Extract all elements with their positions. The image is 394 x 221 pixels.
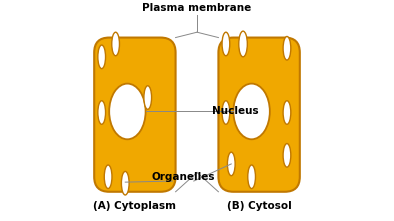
Text: (A) Cytoplasm: (A) Cytoplasm [93,201,177,211]
Ellipse shape [112,32,119,56]
Ellipse shape [283,144,291,167]
Text: (B) Cytosol: (B) Cytosol [227,201,292,211]
Ellipse shape [104,165,112,189]
Text: Nucleus: Nucleus [212,107,258,116]
Ellipse shape [239,31,247,57]
Text: Plasma membrane: Plasma membrane [142,3,252,13]
Ellipse shape [283,36,291,60]
Ellipse shape [144,86,152,109]
FancyBboxPatch shape [218,38,300,192]
Ellipse shape [248,165,255,189]
Ellipse shape [222,101,230,124]
Text: Organelles: Organelles [151,172,215,182]
Ellipse shape [222,32,230,56]
Ellipse shape [109,84,146,139]
Ellipse shape [283,101,291,124]
FancyBboxPatch shape [94,38,176,192]
Ellipse shape [227,152,235,176]
Ellipse shape [98,101,106,124]
Ellipse shape [98,45,106,69]
Ellipse shape [121,171,129,195]
Ellipse shape [233,84,270,139]
